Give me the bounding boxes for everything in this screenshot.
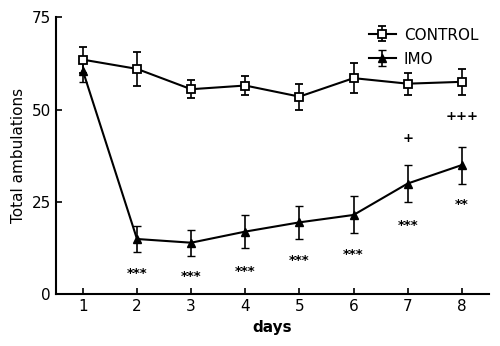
Text: +++: +++ bbox=[446, 109, 478, 122]
Text: ***: *** bbox=[398, 219, 418, 232]
Text: **: ** bbox=[455, 198, 468, 211]
Text: ***: *** bbox=[343, 248, 364, 261]
Text: ***: *** bbox=[181, 271, 202, 283]
Y-axis label: Total ambulations: Total ambulations bbox=[11, 88, 26, 224]
Legend: CONTROL, IMO: CONTROL, IMO bbox=[366, 25, 481, 70]
X-axis label: days: days bbox=[252, 320, 292, 335]
Text: ***: *** bbox=[126, 267, 148, 280]
Text: +: + bbox=[402, 132, 413, 145]
Text: ***: *** bbox=[235, 265, 256, 278]
Text: ***: *** bbox=[289, 254, 310, 267]
